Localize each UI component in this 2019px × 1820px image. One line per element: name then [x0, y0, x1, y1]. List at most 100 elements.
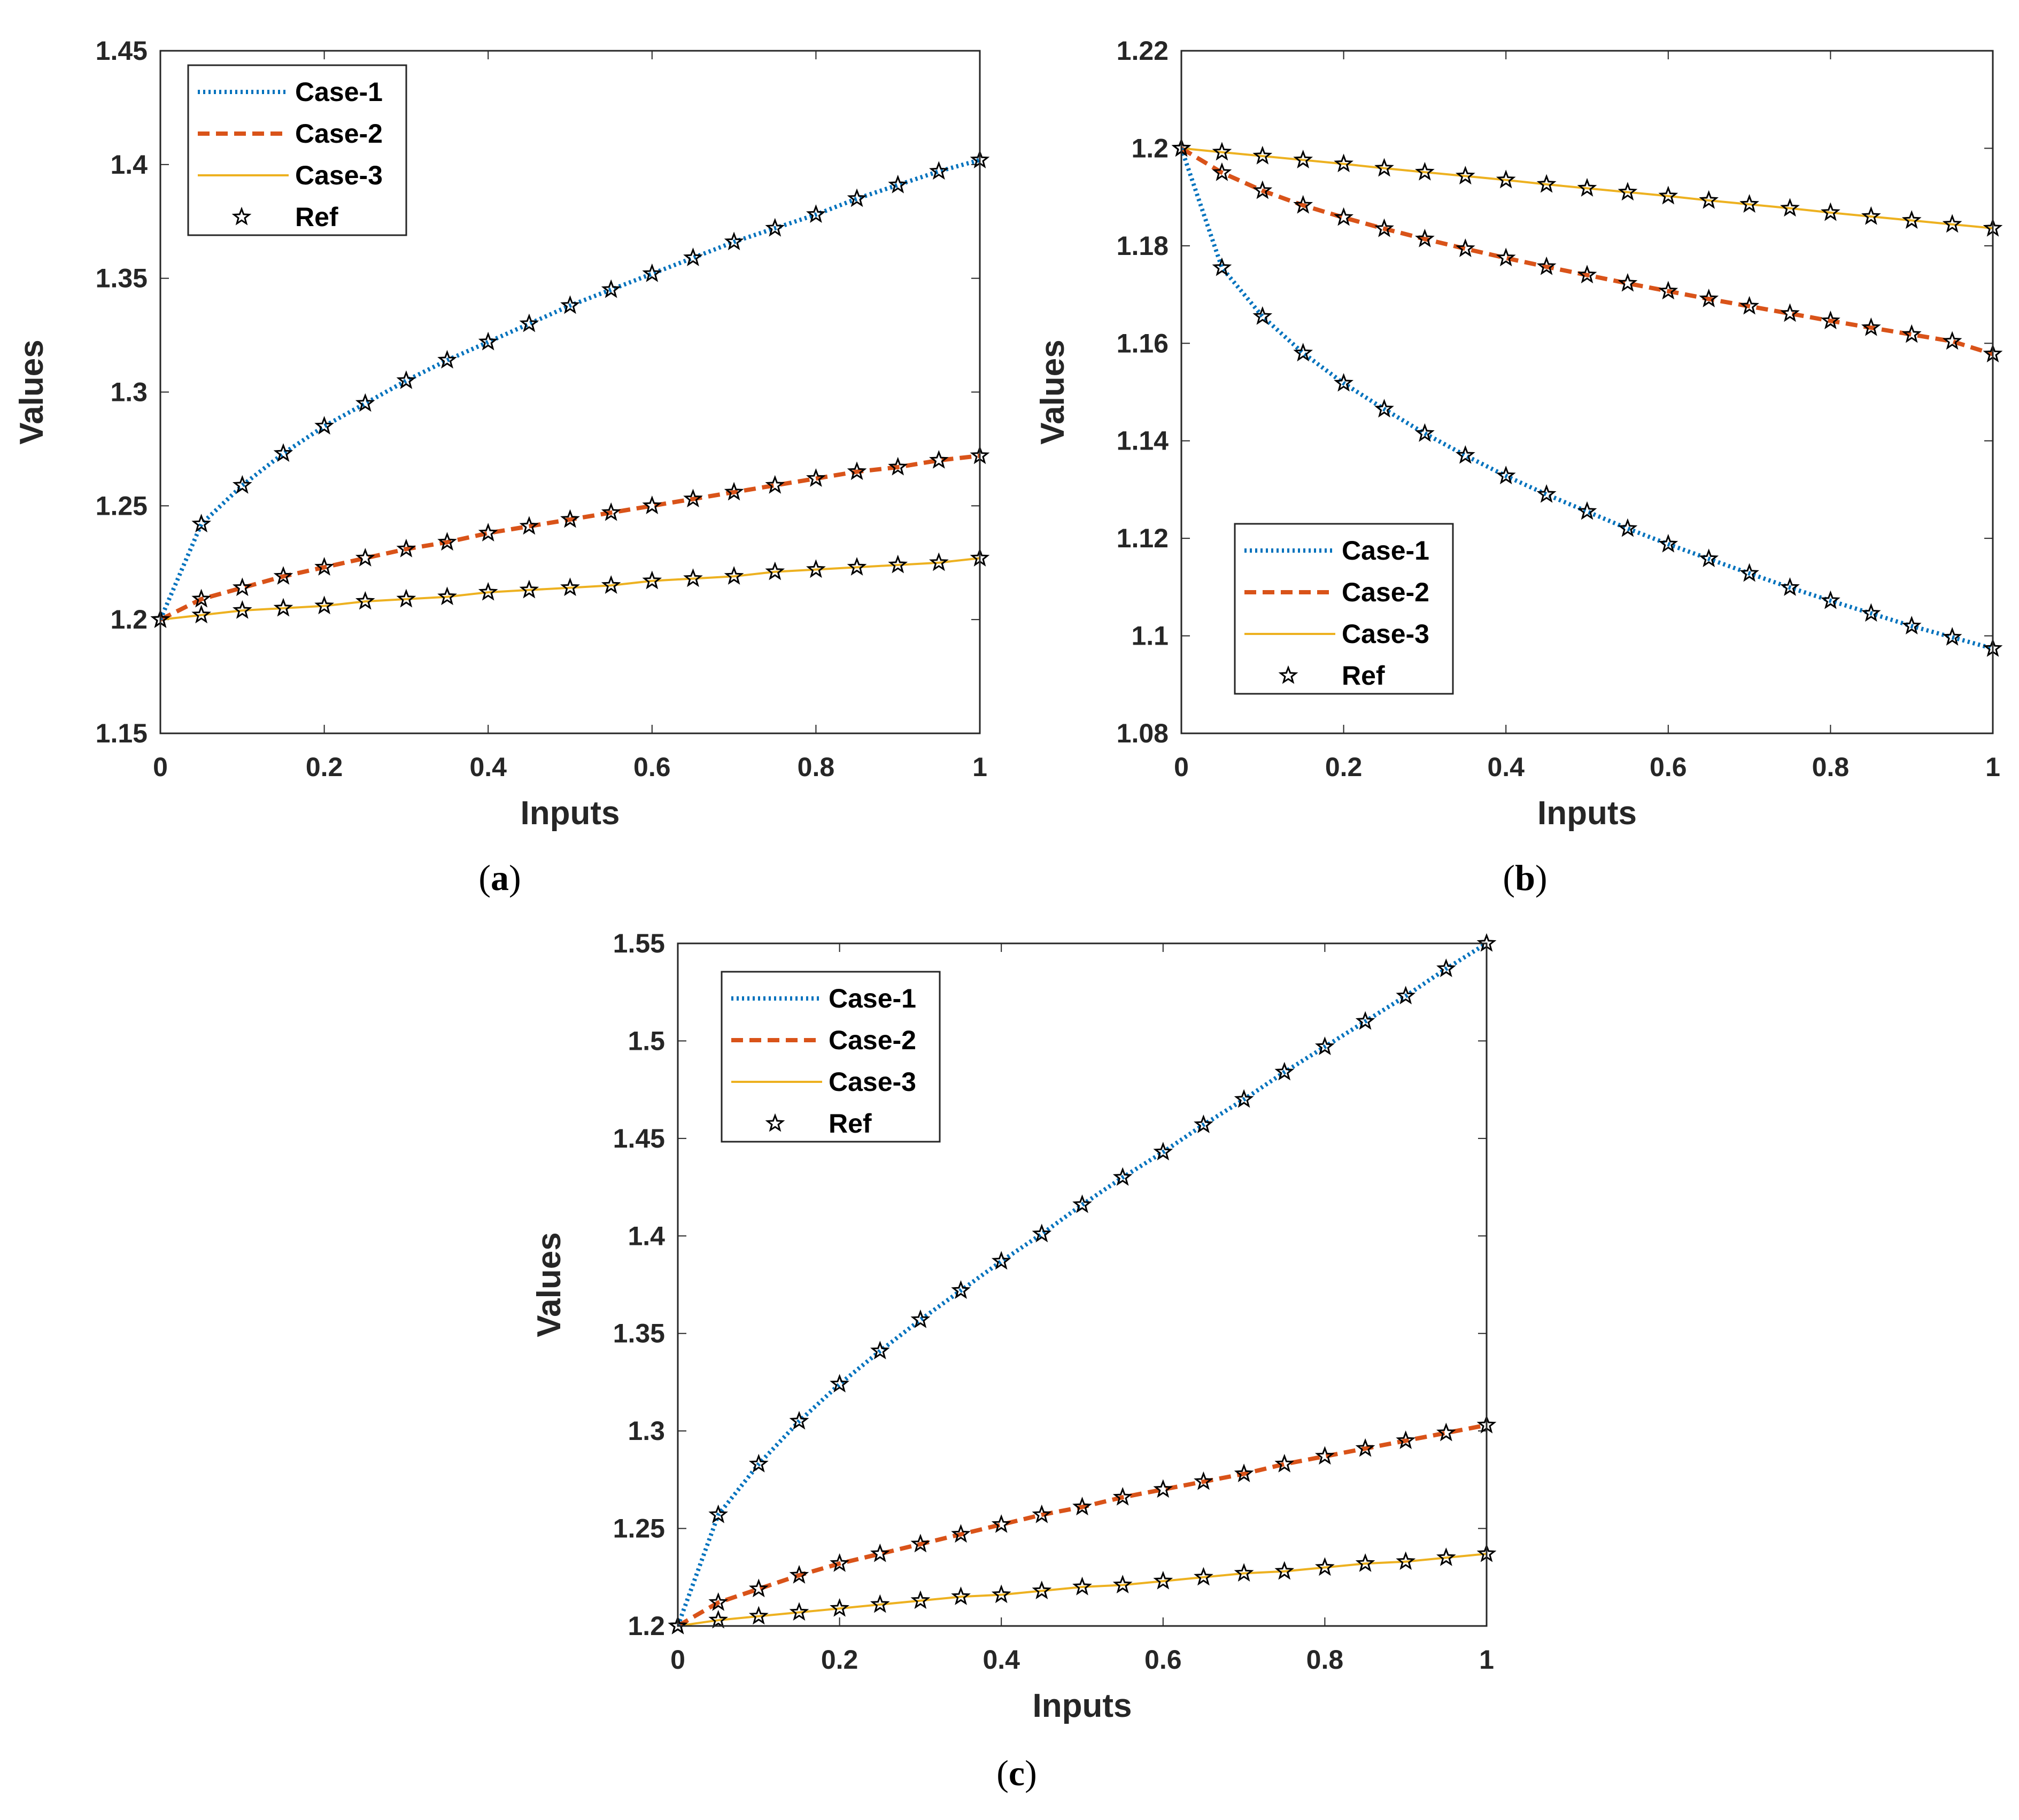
series-line-case-2 [160, 453, 980, 622]
ref-marker [1194, 1567, 1213, 1586]
series-group [678, 943, 1487, 1626]
y-tick-label: 1.14 [1117, 426, 1169, 456]
y-tick-label: 1.4 [628, 1221, 665, 1251]
ref-marker [1314, 1036, 1335, 1055]
ref-marker [929, 161, 949, 180]
ref-marker [478, 523, 498, 541]
series-line-case-2 [678, 1423, 1487, 1626]
ref-marker [1234, 1563, 1254, 1582]
legend-label-case-1: Case-1 [295, 77, 383, 107]
legend-label-case-1: Case-1 [1342, 536, 1429, 566]
y-tick-label: 1.12 [1117, 523, 1169, 553]
ref-marker [724, 566, 744, 585]
ref-marker [748, 1578, 769, 1598]
ref-marker [1374, 158, 1394, 177]
ref-marker [601, 279, 621, 298]
legend-label-case-3: Case-3 [1342, 619, 1429, 649]
y-tick-label: 1.15 [96, 718, 148, 748]
y-tick-label: 1.25 [613, 1514, 665, 1544]
ref-marker [519, 313, 539, 332]
x-tick-label: 1 [1479, 1645, 1494, 1675]
ref-marker [1396, 986, 1416, 1005]
x-axis-label: Inputs [521, 795, 620, 832]
y-tick-label: 1.45 [96, 36, 148, 66]
ref-marker [1274, 1561, 1295, 1580]
ref-marker [724, 482, 744, 501]
ref-marker [1536, 256, 1557, 275]
ref-marker [951, 1586, 971, 1605]
ref-marker [642, 263, 662, 282]
ref-marker [232, 475, 252, 494]
ref-marker [830, 1553, 849, 1572]
ref-marker [314, 557, 335, 576]
y-tick-label: 1.3 [628, 1416, 665, 1446]
ref-marker [806, 204, 826, 223]
ref-marker [708, 1609, 729, 1629]
ref-marker [765, 561, 785, 580]
ref-marker [191, 605, 212, 624]
ref-marker [355, 591, 375, 610]
ref-marker [1536, 174, 1557, 193]
ref-marker [929, 552, 949, 571]
legend-label-ref: Ref [1342, 661, 1385, 691]
ref-marker [1112, 1167, 1133, 1186]
ref-marker [789, 1565, 809, 1584]
x-tick-label: 0 [153, 752, 168, 782]
ref-marker [478, 331, 498, 351]
ref-marker [396, 588, 416, 608]
series-line-case-3 [1181, 147, 1993, 229]
ref-marker [1355, 1011, 1375, 1030]
series-group [1181, 146, 1993, 651]
ref-marker [1942, 627, 1962, 646]
ref-marker [1658, 185, 1678, 205]
chart-a: 0 0.2 0.4 0.6 0.8 1 1.15 1.2 1.25 1.3 1.35 1.4 1.45 I… [13, 36, 990, 832]
ref-marker [1780, 577, 1800, 596]
ref-marker [1536, 484, 1557, 503]
ref-marker [1032, 1581, 1052, 1600]
ref-marker [683, 247, 703, 266]
x-axis-label: Inputs [1033, 1687, 1132, 1724]
x-tick-label: 0.2 [1325, 752, 1363, 782]
ref-marker [1699, 190, 1719, 209]
x-tick-label: 0.4 [1487, 752, 1525, 782]
ref-marker [355, 547, 375, 567]
axes-box [1180, 50, 1994, 734]
ref-marker [1414, 228, 1435, 247]
legend-swatch-ref [1278, 665, 1298, 684]
ref-marker [1739, 194, 1759, 213]
ref-marker [273, 443, 293, 462]
y-tick-label: 1.2 [1131, 133, 1169, 163]
ref-marker [1861, 206, 1881, 225]
ref-marker [1436, 958, 1456, 978]
ref-marker [1234, 1089, 1254, 1108]
ref-marker [847, 557, 867, 576]
ref-marker [910, 1309, 931, 1328]
svg-text:(c): (c) [996, 1753, 1037, 1793]
legend-swatch-ref [231, 206, 252, 226]
ref-marker [1293, 150, 1313, 168]
y-tick-label: 1.16 [1117, 328, 1169, 358]
ref-marker [1252, 180, 1273, 199]
ref-marker [437, 350, 457, 369]
ref-marker [478, 582, 498, 601]
ref-marker [1821, 202, 1840, 221]
ref-marker [1194, 1471, 1213, 1490]
legend: Case-1 Case-2 Case-3 Ref [721, 971, 941, 1143]
caption-b-letter: b [1515, 857, 1535, 898]
ref-marker [683, 568, 703, 587]
ref-marker [1436, 1547, 1456, 1566]
ref-marker [929, 450, 949, 469]
series-line-case-1 [160, 158, 980, 621]
ref-marker [1436, 1422, 1456, 1442]
ref-marker [1153, 1142, 1173, 1160]
ref-marker [1415, 423, 1435, 442]
ref-marker [1618, 518, 1638, 537]
ref-marker [765, 218, 785, 237]
y-tick-label: 1.45 [613, 1124, 665, 1153]
ref-marker [789, 1411, 809, 1430]
ref-marker [437, 532, 457, 551]
x-tick-label: 0.2 [306, 752, 343, 782]
caption-a: (a) [478, 857, 521, 898]
ref-marker [1496, 247, 1516, 267]
ref-marker [830, 1374, 850, 1393]
